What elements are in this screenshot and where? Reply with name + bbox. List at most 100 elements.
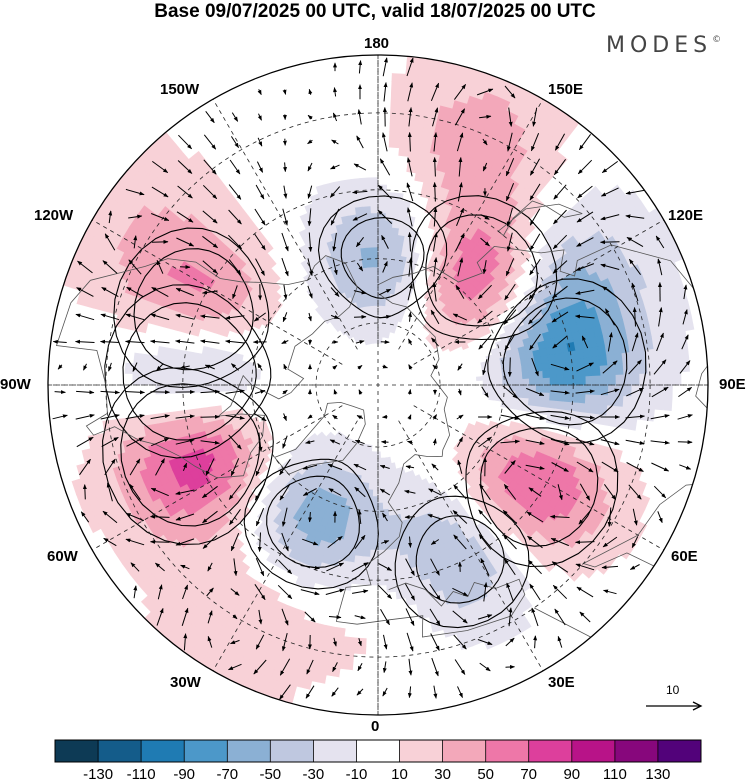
anomaly-cell [273,375,281,382]
anomaly-cell [689,370,700,386]
anomaly-cell [396,163,408,173]
anomaly-cell [714,340,725,356]
anomaly-cell [714,415,725,431]
anomaly-cell [377,535,386,544]
anomaly-cell [253,373,262,381]
anomaly-cell [679,357,690,373]
anomaly-cell [678,528,695,547]
anomaly-cell [230,692,249,708]
anomaly-cell [401,651,415,662]
anomaly-cell [696,486,708,505]
anomaly-cell [230,62,249,78]
anomaly-cell [637,591,656,610]
anomaly-cell [163,402,173,414]
anomaly-cell [258,703,277,715]
anomaly-cell [605,353,615,366]
anomaly-cell [359,177,370,187]
anomaly-cell [162,375,172,386]
anomaly-cell [206,398,216,408]
anomaly-cell [554,400,564,410]
anomaly-cell [377,199,387,207]
anomaly-cell [55,237,71,256]
anomaly-cell [377,177,388,186]
anomaly-cell [383,247,391,256]
anomaly-cell [273,384,281,390]
anomaly-cell [234,359,244,368]
anomaly-cell [592,374,601,386]
anomaly-cell [364,233,373,242]
anomaly-cell [383,508,390,516]
anomaly-cell [548,392,557,401]
anomaly-cell [372,260,379,268]
anomaly-cell [66,357,77,373]
anomaly-cell [487,394,496,401]
anomaly-cell [48,279,55,298]
anomaly-cell [493,56,512,72]
anomaly-cell [398,140,411,150]
anomaly-cell [507,62,526,78]
anomaly-cell [279,380,287,386]
anomaly-cell [377,521,385,530]
anomaly-cell [469,384,477,390]
anomaly-cell [606,624,626,643]
anomaly-cell [662,397,673,412]
anomaly-cell [556,376,564,386]
anomaly-cell [391,695,407,706]
anomaly-cell [508,378,516,386]
anomaly-cell [391,220,400,230]
anomaly-cell [386,170,398,179]
brand-name: MODES [606,33,713,58]
anomaly-cell [389,652,403,663]
anomaly-cell [32,429,44,445]
anomaly-cell [691,251,707,270]
anomaly-cell [369,563,379,571]
anomaly-cell [399,627,412,638]
anomaly-cell [355,547,365,557]
anomaly-cell [377,81,392,92]
anomaly-cell [569,393,579,403]
anomaly-cell [364,670,379,680]
anomaly-cell [363,220,372,229]
anomaly-cell [156,403,166,415]
anomaly-cell [364,72,379,83]
anomaly-cell [547,399,557,409]
anomaly-cell [389,661,404,672]
anomaly-cell [364,687,379,698]
anomaly-cell [363,705,379,715]
anomaly-cell [365,240,373,249]
anomaly-cell [630,373,640,386]
anomaly-cell [387,598,398,608]
anomaly-cell [83,384,93,399]
anomaly-cell [716,400,726,416]
anomaly-cell [366,260,374,269]
anomaly-cell [669,410,681,425]
anomaly-cell [349,64,365,75]
anomaly-cell [469,380,477,386]
anomaly-cell [403,676,418,688]
anomaly-cell [705,458,708,476]
anomaly-cell [333,38,349,49]
anomaly-cell [369,206,379,214]
anomaly-cell [390,678,405,689]
anomaly-cell [371,247,379,255]
anomaly-cell [130,127,150,146]
anomaly-cell [451,55,469,58]
anomaly-cell [377,267,384,275]
anomaly-cell [595,117,615,136]
anomaly-cell [394,185,405,195]
anomaly-cell [141,634,161,653]
anomaly-cell [247,373,255,380]
anomaly-cell [287,55,305,58]
anomaly-cell [366,637,379,647]
anomaly-cell [479,703,498,715]
anomaly-cell [30,355,40,371]
anomaly-cell [617,613,636,633]
anomaly-cell [422,39,438,51]
anomaly-cell [391,55,408,66]
anomaly-cell [363,696,379,707]
anomaly-cell [371,253,379,262]
anomaly-cell [366,139,379,149]
anomaly-cell [495,384,503,391]
anomaly-cell [373,469,379,477]
anomaly-cell [389,247,397,256]
